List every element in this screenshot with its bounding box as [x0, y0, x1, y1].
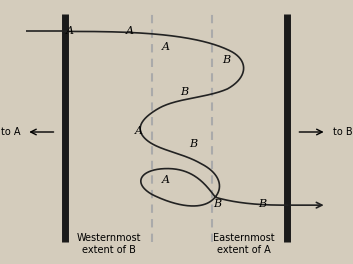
Text: A: A: [162, 42, 170, 52]
Text: Westernmost
extent of B: Westernmost extent of B: [77, 233, 141, 255]
Text: to A: to A: [1, 127, 20, 137]
Text: A: A: [66, 26, 74, 36]
Text: B: B: [222, 55, 230, 65]
Text: B: B: [189, 139, 197, 149]
Text: A: A: [162, 175, 170, 185]
Text: B: B: [258, 199, 266, 209]
Text: B: B: [213, 199, 221, 209]
Text: A: A: [126, 26, 134, 36]
Text: B: B: [180, 87, 188, 97]
Text: to B: to B: [333, 127, 352, 137]
Text: Easternmost
extent of A: Easternmost extent of A: [213, 233, 275, 255]
Text: A: A: [135, 126, 143, 136]
